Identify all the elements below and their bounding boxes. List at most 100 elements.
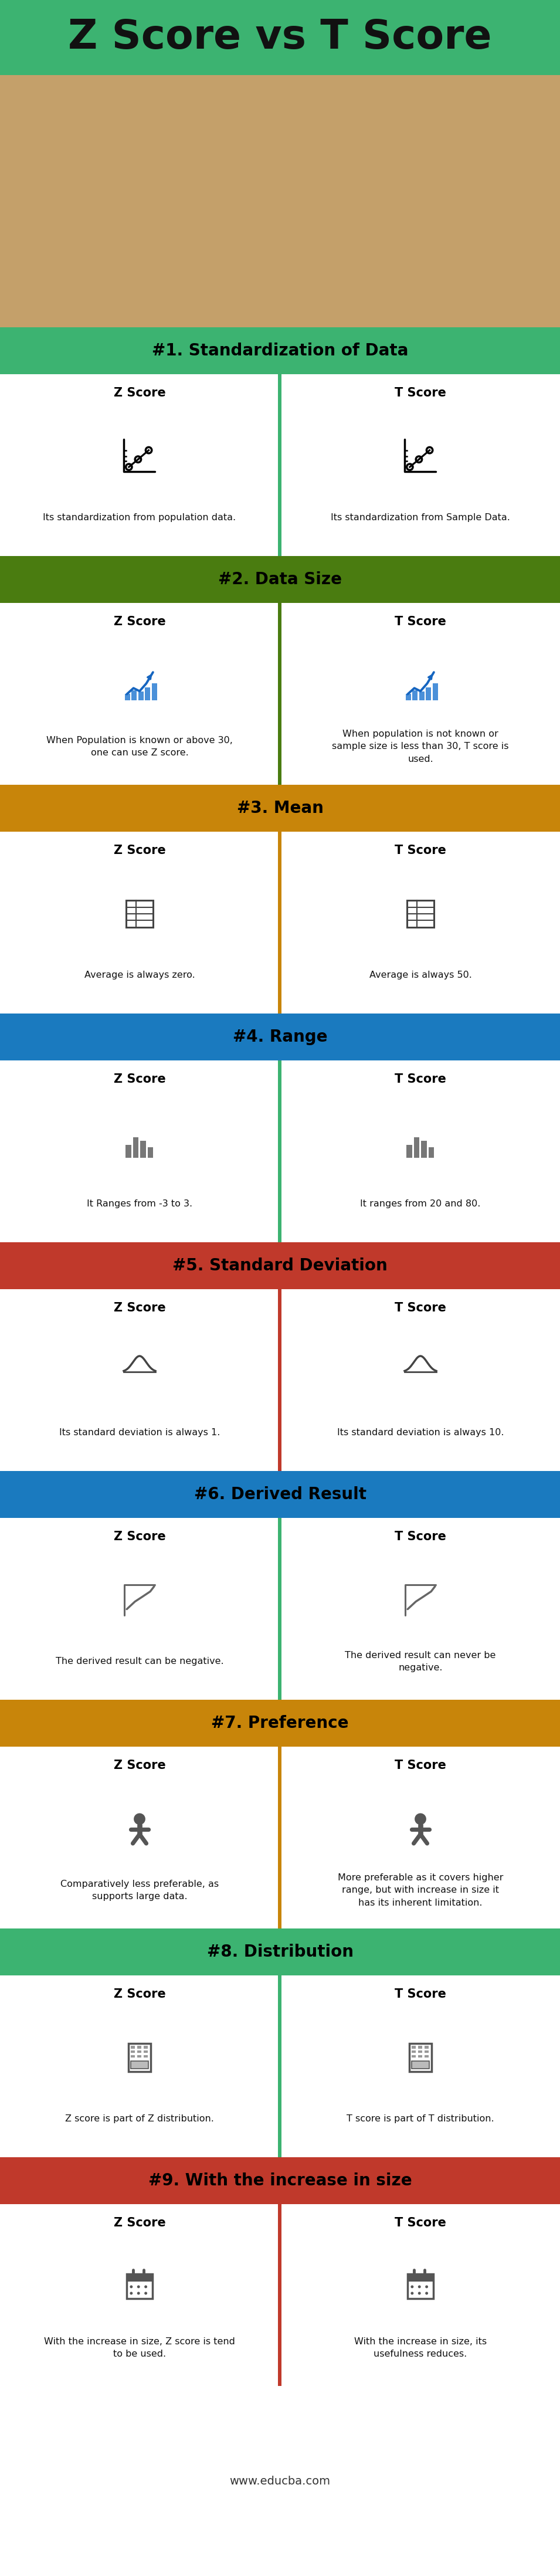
Bar	[412, 2045, 416, 2048]
Bar	[125, 1144, 132, 1157]
Text: T Score: T Score	[395, 1989, 446, 1999]
Circle shape	[130, 2293, 133, 2295]
Bar	[144, 2056, 148, 2058]
Circle shape	[410, 2285, 414, 2287]
Bar	[140, 1141, 146, 1157]
Bar	[131, 2061, 148, 2069]
Bar	[424, 2050, 429, 2053]
Bar	[0, 319, 560, 325]
Bar	[0, 113, 560, 118]
Bar	[0, 307, 560, 312]
Bar	[0, 88, 560, 93]
Text: Z score is part of Z distribution.: Z score is part of Z distribution.	[65, 2115, 214, 2123]
Bar	[412, 2061, 429, 2069]
Bar	[433, 683, 438, 701]
Text: #2. Data Size: #2. Data Size	[218, 572, 342, 587]
Bar	[0, 155, 560, 160]
Bar	[130, 2056, 135, 2058]
Bar	[0, 232, 560, 234]
Text: When population is not known or
sample size is less than 30, T score is
used.: When population is not known or sample s…	[332, 729, 509, 762]
Text: Z Score: Z Score	[114, 2218, 166, 2228]
Bar	[0, 1517, 560, 1700]
Bar	[0, 374, 560, 556]
Bar	[0, 108, 560, 113]
Bar	[0, 173, 560, 178]
Bar	[0, 180, 560, 185]
Bar	[0, 265, 560, 268]
Bar	[0, 240, 560, 245]
Bar	[407, 902, 434, 927]
Bar	[0, 0, 560, 75]
Text: When Population is known or above 30,
one can use Z score.: When Population is known or above 30, on…	[46, 737, 233, 757]
Bar	[0, 227, 560, 232]
Bar	[130, 2045, 135, 2048]
Bar	[0, 301, 560, 307]
Bar	[138, 693, 143, 701]
Text: #1. Standardization of Data: #1. Standardization of Data	[152, 343, 408, 358]
Bar	[419, 693, 424, 701]
Bar	[406, 693, 411, 701]
Text: It Ranges from -3 to 3.: It Ranges from -3 to 3.	[87, 1200, 193, 1208]
Bar	[278, 1288, 282, 1471]
Bar	[0, 106, 560, 108]
Text: Z Score: Z Score	[114, 845, 166, 855]
Bar	[418, 2056, 422, 2058]
Circle shape	[134, 1814, 146, 1824]
Text: T Score: T Score	[395, 845, 446, 855]
Bar	[0, 314, 560, 319]
Bar	[408, 2275, 433, 2282]
Bar	[0, 214, 560, 219]
Text: T Score: T Score	[395, 386, 446, 399]
Bar	[0, 75, 560, 80]
Text: T Score: T Score	[395, 1530, 446, 1543]
Bar	[127, 2275, 152, 2282]
Text: Comparatively less preferable, as
supports large data.: Comparatively less preferable, as suppor…	[60, 1880, 219, 1901]
Bar	[0, 185, 560, 188]
Bar	[278, 1747, 282, 1929]
Bar	[0, 832, 560, 1012]
Bar	[278, 1976, 282, 2156]
Circle shape	[130, 2285, 133, 2287]
Bar	[0, 116, 560, 121]
Circle shape	[425, 2293, 428, 2295]
Bar	[0, 209, 560, 214]
Bar	[0, 786, 560, 832]
Bar	[133, 1136, 139, 1157]
Bar	[145, 688, 150, 701]
Text: Its standardization from population data.: Its standardization from population data…	[43, 513, 236, 523]
Bar	[129, 2043, 151, 2071]
Bar	[0, 260, 560, 265]
Bar	[0, 255, 560, 260]
Text: Its standard deviation is always 10.: Its standard deviation is always 10.	[337, 1430, 504, 1437]
Text: #8. Distribution: #8. Distribution	[207, 1945, 353, 1960]
Bar	[0, 2205, 560, 2385]
Bar	[0, 139, 560, 142]
Text: The derived result can never be
negative.: The derived result can never be negative…	[345, 1651, 496, 1672]
Bar	[137, 2056, 141, 2058]
Bar	[0, 167, 560, 173]
Bar	[0, 276, 560, 281]
Bar	[0, 75, 560, 327]
Bar	[278, 374, 282, 556]
Bar	[0, 1700, 560, 1747]
Bar	[278, 1517, 282, 1700]
Circle shape	[410, 2293, 414, 2295]
Bar	[424, 2045, 429, 2048]
Bar	[412, 2056, 416, 2058]
Text: Z Score: Z Score	[114, 1989, 166, 1999]
Circle shape	[418, 2293, 421, 2295]
Bar	[278, 2205, 282, 2385]
Text: #4. Range: #4. Range	[232, 1028, 328, 1046]
Circle shape	[425, 2285, 428, 2287]
Text: Average is always zero.: Average is always zero.	[84, 971, 195, 979]
Bar	[0, 1242, 560, 1288]
Bar	[421, 1141, 427, 1157]
Bar	[0, 93, 560, 98]
Bar	[407, 1144, 412, 1157]
Bar	[408, 2275, 433, 2298]
Circle shape	[137, 2285, 140, 2287]
Text: #6. Derived Result: #6. Derived Result	[194, 1486, 366, 1502]
Text: Average is always 50.: Average is always 50.	[369, 971, 472, 979]
Bar	[0, 603, 560, 786]
Text: Z Score: Z Score	[114, 1530, 166, 1543]
